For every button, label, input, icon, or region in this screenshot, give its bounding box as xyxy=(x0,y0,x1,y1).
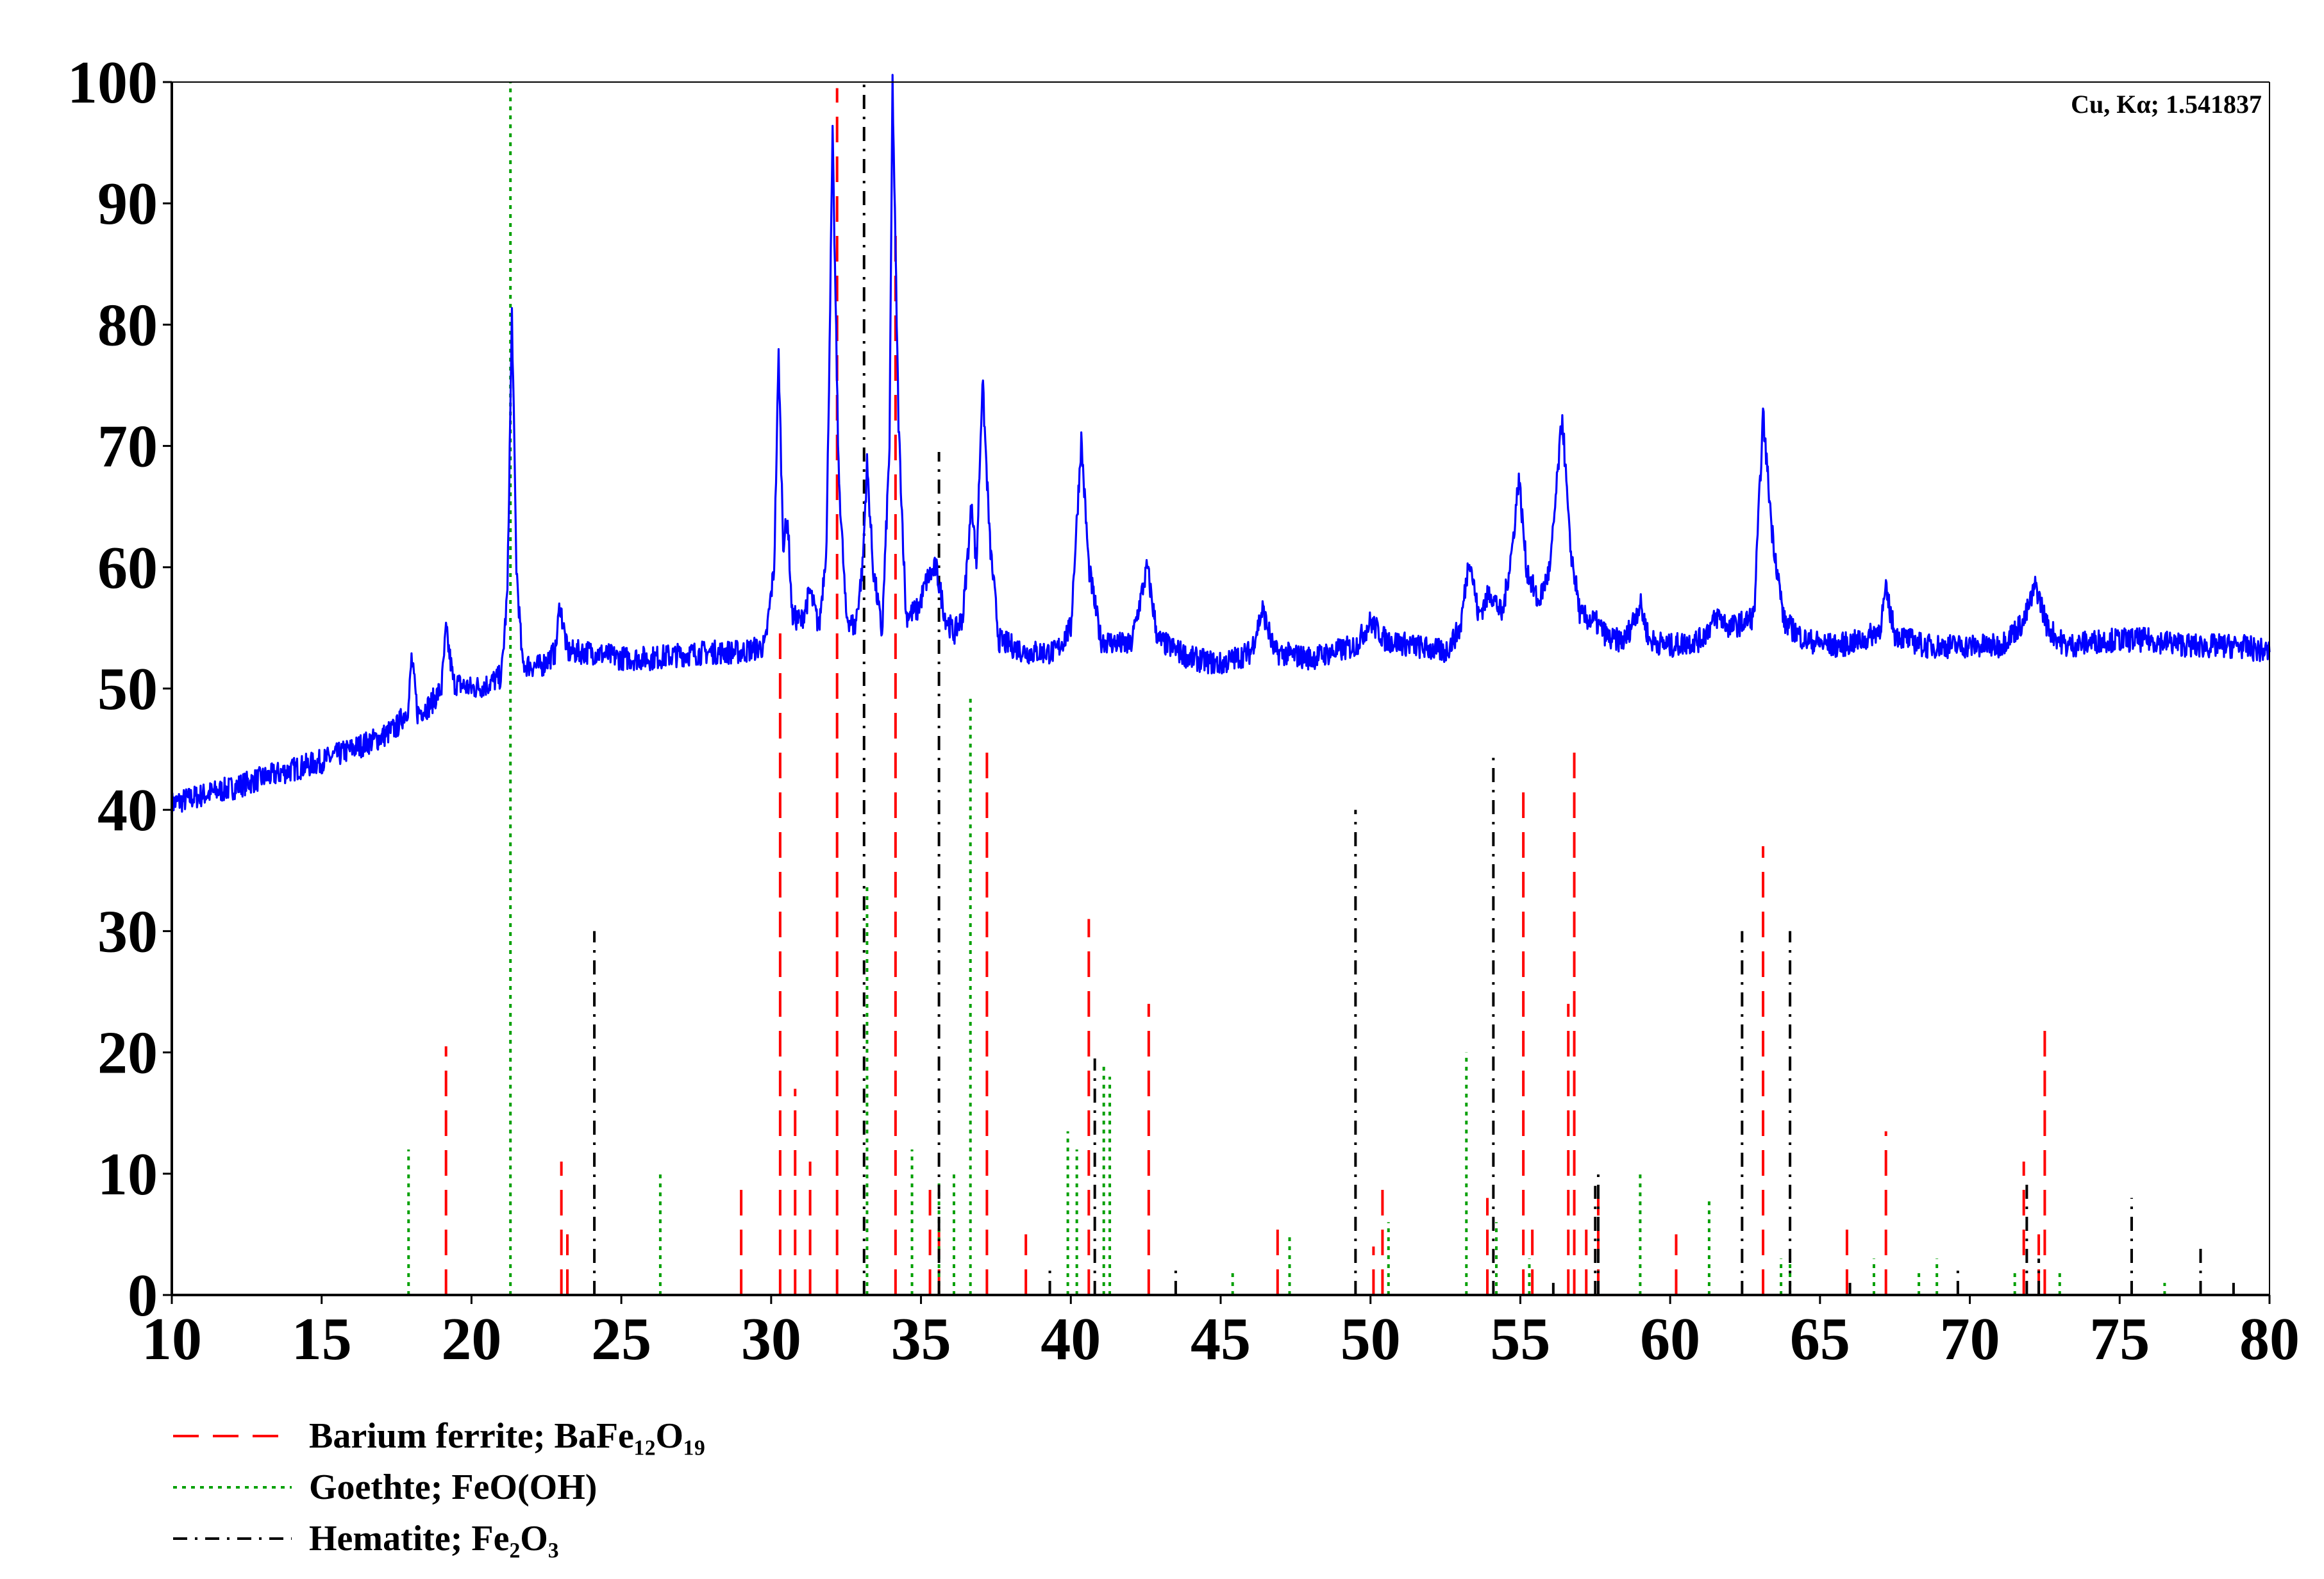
y-tick-label: 80 xyxy=(97,292,158,358)
legend-label: Hematite; Fe₂O₃ xyxy=(309,1519,559,1558)
y-tick-label: 30 xyxy=(97,898,158,965)
reference-peaks xyxy=(407,82,2235,1295)
x-tick-label: 10 xyxy=(142,1306,202,1373)
y-tick-label: 90 xyxy=(97,171,158,237)
x-tick-label: 30 xyxy=(741,1306,801,1373)
y-tick-label: 40 xyxy=(97,777,158,844)
x-tick-label: 55 xyxy=(1490,1306,1550,1373)
y-tick-label: 10 xyxy=(97,1141,158,1208)
x-tick-label: 80 xyxy=(2239,1306,2300,1373)
x-tick-label: 60 xyxy=(1640,1306,1700,1373)
y-tick-label: 50 xyxy=(97,656,158,723)
legend-label: Goethte; FeO(OH) xyxy=(309,1467,597,1507)
x-tick-label: 65 xyxy=(1790,1306,1850,1373)
x-tick-label: 25 xyxy=(591,1306,651,1373)
y-tick-label: 20 xyxy=(97,1020,158,1087)
legend: Barium ferrite; BaFe₁₂O₁₉ Goethte; FeO(OH… xyxy=(173,1416,705,1558)
y-tick-label: 70 xyxy=(97,414,158,480)
x-tick-label: 45 xyxy=(1191,1306,1251,1373)
tick-labels: 10 15 20 25 30 35 40 45 50 55 60 65 70 75 800102030405… xyxy=(67,49,2300,1373)
x-tick-label: 35 xyxy=(891,1306,951,1373)
x-tick-label: 70 xyxy=(1940,1306,2000,1373)
x-tick-label: 40 xyxy=(1041,1306,1101,1373)
legend-label: Barium ferrite; BaFe₁₂O₁₉ xyxy=(309,1416,705,1456)
radiation-annotation: Cu, Kα; 1.541837 xyxy=(2071,90,2262,119)
x-tick-label: 50 xyxy=(1341,1306,1401,1373)
y-tick-label: 100 xyxy=(67,49,158,116)
y-tick-label: 0 xyxy=(128,1262,158,1329)
pattern-line xyxy=(171,74,2271,816)
y-tick-label: 60 xyxy=(97,535,158,601)
x-tick-label: 20 xyxy=(441,1306,501,1373)
x-tick-label: 75 xyxy=(2089,1306,2150,1373)
diffraction-pattern xyxy=(171,74,2271,816)
x-tick-label: 15 xyxy=(292,1306,352,1373)
